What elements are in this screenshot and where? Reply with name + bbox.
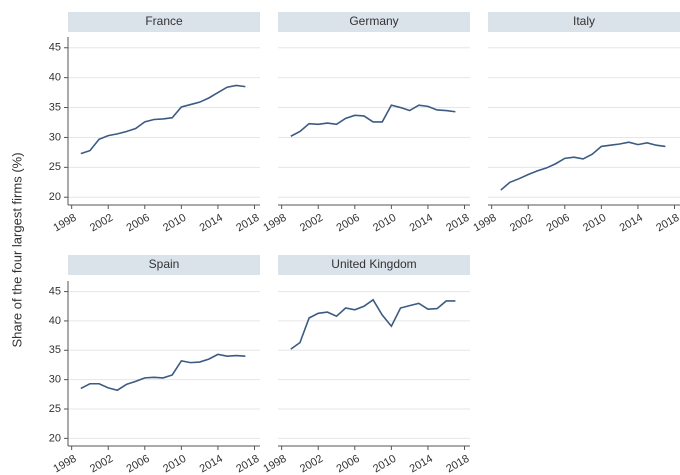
y-tick-label: 20	[49, 432, 61, 444]
panel-strip	[278, 255, 470, 275]
x-tick-label: 2006	[545, 212, 572, 235]
x-tick-label: 2002	[298, 212, 325, 235]
panel-title: Spain	[149, 257, 180, 271]
x-tick-label: 2006	[335, 212, 362, 235]
panel-title: Germany	[349, 14, 398, 28]
x-tick-label: 2014	[618, 212, 645, 235]
x-tick-label: 2018	[234, 453, 261, 475]
panel-title: Italy	[573, 14, 595, 28]
y-tick-label: 25	[49, 161, 61, 173]
series-line	[80, 84, 246, 155]
x-tick-label: 2014	[408, 453, 435, 475]
x-tick-label: 1998	[261, 453, 288, 475]
x-tick-label: 2018	[444, 453, 471, 475]
x-tick-label: 1998	[261, 212, 288, 235]
y-tick-label: 25	[49, 403, 61, 415]
x-tick-label: 2006	[125, 453, 152, 475]
y-tick-label: 40	[49, 72, 61, 84]
x-tick-label: 2006	[335, 453, 362, 475]
y-tick-label: 40	[49, 315, 61, 327]
y-tick-label: 35	[49, 101, 61, 113]
x-tick-label: 2018	[234, 212, 261, 235]
x-tick-label: 2006	[125, 212, 152, 235]
series-line	[290, 104, 456, 137]
series-line	[290, 298, 456, 350]
y-tick-label: 45	[49, 285, 61, 297]
x-tick-label: 2014	[198, 453, 225, 475]
x-tick-label: 1998	[471, 212, 498, 235]
x-tick-label: 2002	[298, 453, 325, 475]
x-tick-label: 1998	[51, 212, 78, 235]
series-line	[80, 353, 246, 392]
x-tick-label: 2010	[581, 212, 608, 235]
y-tick-label: 30	[49, 131, 61, 143]
x-tick-label: 2010	[371, 453, 398, 475]
y-axis-label: Share of the four largest firms (%)	[9, 152, 24, 347]
x-tick-label: 2002	[88, 453, 115, 475]
panel-strip	[278, 12, 470, 32]
x-tick-label: 2014	[198, 212, 225, 235]
x-tick-label: 1998	[51, 453, 78, 475]
panel-strip	[488, 12, 680, 32]
panel-title: France	[145, 14, 183, 28]
x-tick-label: 2010	[161, 453, 188, 475]
y-tick-label: 30	[49, 374, 61, 386]
x-tick-label: 2002	[88, 212, 115, 235]
x-tick-label: 2010	[371, 212, 398, 235]
y-tick-label: 35	[49, 344, 61, 356]
y-tick-label: 45	[49, 42, 61, 54]
x-tick-label: 2010	[161, 212, 188, 235]
x-tick-label: 2002	[508, 212, 535, 235]
panel-strip	[68, 12, 260, 32]
x-tick-label: 2018	[654, 212, 680, 235]
y-tick-label: 20	[49, 191, 61, 203]
x-tick-label: 2014	[408, 212, 435, 235]
series-line	[500, 141, 666, 191]
x-tick-label: 2018	[444, 212, 471, 235]
panel-title: United Kingdom	[331, 257, 416, 271]
panel-strip	[68, 255, 260, 275]
